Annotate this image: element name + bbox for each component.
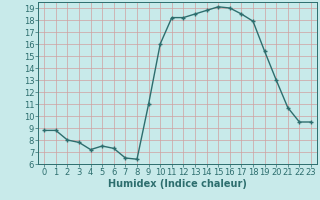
X-axis label: Humidex (Indice chaleur): Humidex (Indice chaleur)	[108, 179, 247, 189]
